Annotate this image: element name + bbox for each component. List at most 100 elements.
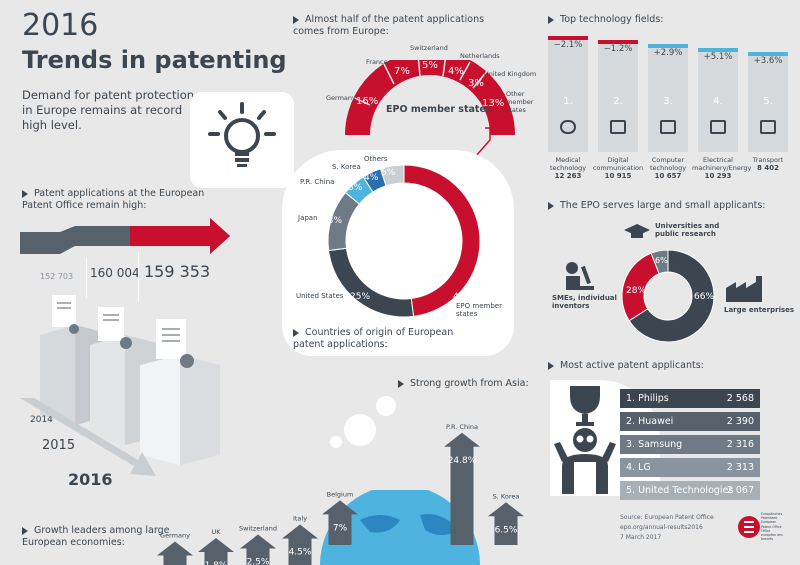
origin-value-others: 5% [381, 168, 395, 178]
triangle-bullet-icon [293, 16, 299, 24]
asia-growth-value-0: 7% [333, 523, 348, 533]
share-switzerland-label: Switzerland [410, 44, 448, 52]
tech-rank: 5. [748, 96, 788, 107]
origin-label-korea: S. Korea [332, 163, 361, 171]
asia-growth-arrow-1 [444, 433, 480, 545]
size-label-univ: Universities and public research [655, 222, 725, 238]
tech-rank: 2. [598, 96, 638, 107]
europe-growth-label-3: Italy [293, 515, 307, 523]
triangle-bullet-icon [398, 380, 404, 388]
footer-date: 7 March 2017 [620, 534, 661, 542]
applications-value-2014: 152 703 [40, 272, 73, 281]
tech-field-count: 10 915 [592, 172, 644, 180]
applications-value-2015: 160 004 [90, 266, 140, 280]
applicant-name: 3. Samsung [626, 439, 682, 450]
tech-change-value: −1.2% [598, 44, 638, 54]
tech-rank: 1. [548, 96, 588, 107]
applicant-count: 2 568 [727, 389, 754, 408]
europe-growth-label-2: Switzerland [239, 525, 277, 533]
europe-growth-value-2: 2.5% [247, 558, 270, 565]
size-label-large: Large enterprises [724, 306, 794, 314]
size-label-sme: SMEs, individual inventors [552, 294, 622, 310]
epo-logo-icon [738, 512, 760, 542]
epo-logo: Europäisches Patentamt European Patent O… [738, 510, 778, 548]
years-arrow [20, 398, 160, 478]
origin-value-china: 5% [348, 183, 362, 193]
tech-rank: 3. [648, 96, 688, 107]
europe-growth-arrows: 1.1%Germany1.8%UK2.5%Switzerland4.5%Ital… [150, 470, 330, 565]
origin-label-epo: EPO member states [456, 302, 506, 318]
tech-field-name: Digital communication [592, 156, 644, 172]
page-subtitle: Demand for patent protection in Europe r… [22, 88, 202, 133]
applications-arrow [20, 218, 230, 260]
origin-heading: Countries of origin of European patent a… [293, 327, 473, 351]
applicant-row: 3. Samsung 2 316 [620, 435, 760, 454]
origin-label-others: Others [364, 155, 388, 163]
triangle-bullet-icon [293, 329, 299, 337]
applicant-row: 1. Philips 2 568 [620, 389, 760, 408]
applications-heading: Patent applications at the European Pate… [22, 188, 232, 212]
origin-label-japan: Japan [298, 214, 318, 222]
page-title: Trends in patenting [22, 46, 287, 74]
applicant-count: 2 316 [727, 435, 754, 454]
origin-label-china: P.R. China [300, 178, 334, 186]
applicant-name: 5. United Technologies [626, 485, 733, 496]
applications-value-2016: 159 353 [144, 262, 210, 281]
epo-logo-text: Europäisches Patentamt European Patent O… [761, 512, 783, 541]
factory-icon [726, 276, 766, 302]
share-france-label: France [366, 58, 388, 66]
europe-share-heading: Almost half of the patent applications c… [293, 14, 513, 38]
applicant-name: 1. Philips [626, 393, 669, 404]
asia-growth-value-2: 6.5% [495, 525, 518, 535]
share-netherlands-value: 4% [448, 66, 464, 77]
triangle-bullet-icon [548, 362, 554, 370]
applicant-row: 2. Huawei2 390 [620, 412, 760, 431]
tech-field-column: +5.1%4. [698, 48, 738, 152]
asia-growth-label-2: S. Korea [493, 492, 520, 500]
triangle-bullet-icon [548, 16, 554, 24]
applicant-count: 2 313 [727, 458, 754, 477]
asia-growth-arrows: 7%Belgium24.8%P.R. China6.5%S. Korea [310, 390, 530, 550]
europe-growth-value-1: 1.8% [205, 561, 228, 565]
lightbulb-icon [190, 92, 294, 188]
size-value-large: 66% [694, 292, 714, 302]
origin-value-epo: 48% [453, 292, 473, 302]
tech-field-name: Computer technology [642, 156, 694, 172]
asia-growth-label-0: Belgium [327, 490, 354, 498]
heart-monitor-icon [560, 120, 576, 134]
asia-growth-label-1: P.R. China [446, 423, 478, 431]
year-heading: 2016 [22, 8, 98, 43]
share-other-label: Other member states [506, 90, 540, 114]
tech-change-value: −2.1% [548, 40, 588, 50]
europe-growth-arrow-3 [282, 525, 318, 565]
tech-field-name: Electrical machinery/Energy [692, 156, 744, 172]
car-icon [760, 120, 776, 134]
applicant-name: 4. LG [626, 462, 651, 473]
size-value-univ: 6% [655, 256, 668, 265]
tech-field-column: +2.9% 3. [648, 44, 688, 152]
share-germany-label: Germany [326, 94, 356, 102]
europe-growth-label-1: UK [211, 528, 221, 536]
share-france-value: 7% [394, 66, 410, 77]
tech-field-column: −2.1% 1. [548, 36, 588, 152]
europe-growth-label-0: Germany [160, 532, 190, 540]
tech-field-count: 12 263 [542, 172, 594, 180]
origin-slice-1 [329, 248, 414, 317]
asia-growth-arrow-2 [488, 502, 524, 545]
chip-icon [660, 120, 676, 134]
applicant-row: 4. LG 2 313 [620, 458, 760, 477]
tech-change-value: +2.9% [648, 48, 688, 58]
lightbulb-tile [190, 92, 294, 188]
applicant-size-heading: The EPO serves large and small applicant… [548, 200, 765, 212]
asia-growth-heading: Strong growth from Asia: [398, 378, 529, 390]
applicant-count: 2 067 [727, 481, 754, 500]
footer-source: Source: European Patent Office [620, 514, 714, 522]
origin-value-korea: 4% [364, 173, 378, 183]
divider [86, 258, 87, 298]
share-uk-label: United Kingdom [484, 70, 536, 78]
triangle-bullet-icon [22, 190, 28, 198]
tech-change-value: +3.6% [748, 56, 788, 66]
tech-field-count: 8 402 [742, 164, 794, 172]
europe-growth-arrow-0 [157, 542, 193, 565]
tech-field-column: −1.2% 2. [598, 40, 638, 152]
